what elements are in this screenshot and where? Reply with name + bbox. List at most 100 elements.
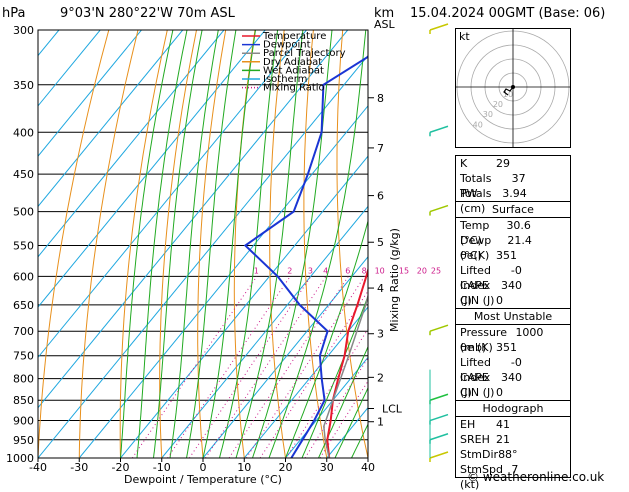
surface-row: θe(K)351 [456,248,570,263]
km-label-7: 7 [377,142,384,155]
station-location: 9°03'N 280°22'W 70m ASL [60,6,235,21]
most-unstable-row: θe (K)351 [456,340,570,355]
isotherm [0,30,265,458]
x-tick-label: -40 [29,461,47,474]
hodograph-storm-motion [511,85,515,89]
most-unstable-value: -0 [511,355,566,370]
wind-barb [430,206,448,212]
most-unstable-key: θe (K) [460,340,493,355]
mixing-ratio-label: 3 [308,266,313,275]
km-label-2: 2 [377,371,384,384]
mixing-ratio-label: 10 [375,266,385,275]
hodograph-ring-label: 20 [493,100,503,109]
mixing-ratio-label: 2 [287,266,292,275]
index-key: Totals Totals [460,171,512,186]
pressure-label-900: 900 [13,415,34,428]
hodograph-index-value: 88° [498,447,566,462]
surface-row: CAPE (J)340 [456,278,570,293]
dry-adiabat [400,30,450,458]
wet-adiabat [286,30,405,458]
most-unstable-value: 1000 [515,325,566,340]
mixing-ratio-label: 25 [431,266,441,275]
wind-barb [430,126,448,132]
wind-barb [430,415,448,421]
dry-adiabat [79,30,138,458]
pressure-unit: hPa [2,6,25,21]
x-tick-label: 40 [361,461,375,474]
hodograph-index-key: StmDir [460,447,498,462]
x-axis-label: Dewpoint / Temperature (°C) [124,473,282,486]
pressure-label-950: 950 [13,434,34,447]
index-row: PW (cm)3.94 [456,186,570,201]
surface-value: 340 [501,278,566,293]
mixing-ratio-line [246,276,364,458]
index-key: PW (cm) [460,186,502,201]
surface-value: 21.4 [507,233,566,248]
surface-value: -0 [511,263,566,278]
legend-label-mixing-ratio: Mixing Ratio [263,83,325,94]
copyright-credit: © weatheronline.co.uk [467,470,604,484]
wet-adiabat [187,30,236,458]
mixing-ratio-label: 6 [345,266,350,275]
pressure-label-450: 450 [13,168,34,181]
pressure-label-550: 550 [13,239,34,252]
surface-row: CIN (J)0 [456,293,570,308]
hodograph-indices-title: Hodograph [456,401,570,417]
km-label-6: 6 [377,190,384,203]
pressure-label-850: 850 [13,394,34,407]
mixing-ratio-line [189,276,311,458]
pressure-label-350: 350 [13,79,34,92]
pressure-label-600: 600 [13,270,34,283]
dry-adiabat [337,30,368,458]
hodograph-index-key: SREH [460,432,490,447]
surface-value: 30.6 [506,218,566,233]
hodograph-index-key: EH [460,417,475,432]
pressure-label-500: 500 [13,206,34,219]
most-unstable-key: Lifted Index [460,355,511,370]
hodograph-index-value: 41 [496,417,566,432]
dry-adiabat [198,30,226,458]
wind-barb [430,452,448,458]
dry-adiabat [270,30,286,458]
plot-frame [38,30,368,458]
pressure-label-650: 650 [13,299,34,312]
forecast-datetime: 15.04.2024 00GMT (Base: 06) [410,6,605,21]
mixing-ratio-label: 4 [323,266,328,275]
most-unstable-row: Lifted Index-0 [456,355,570,370]
x-tick-label: -30 [70,461,88,474]
surface-key: Lifted Index [460,263,511,278]
wind-barb [430,24,448,30]
isotherm [38,30,389,458]
lcl-label: LCL [382,402,403,415]
y-axis-label: Mixing Ratio (g/kg) [388,228,401,332]
most-unstable-row: Pressure (mb)1000 [456,325,570,340]
surface-key: CIN (J) [460,293,494,308]
pressure-label-750: 750 [13,350,34,363]
most-unstable-row: CAPE (J)340 [456,370,570,385]
most-unstable-value: 351 [496,340,566,355]
surface-row: Temp (°C)30.6 [456,218,570,233]
most-unstable-key: Pressure (mb) [460,325,515,340]
most-unstable-row: CIN (J)0 [456,385,570,400]
wind-barb [430,394,448,400]
index-value: 37 [512,171,566,186]
surface-row: Dewp (°C)21.4 [456,233,570,248]
km-label-3: 3 [377,328,384,341]
dry-adiabat [577,30,629,458]
dry-adiabat [606,30,629,458]
hodograph-index-row: EH 41 [456,417,570,432]
dry-adiabat [234,30,255,458]
mixing-ratio-line [320,276,434,458]
isotherm [0,30,306,458]
x-tick-label: 30 [320,461,334,474]
surface-row: Lifted Index-0 [456,263,570,278]
